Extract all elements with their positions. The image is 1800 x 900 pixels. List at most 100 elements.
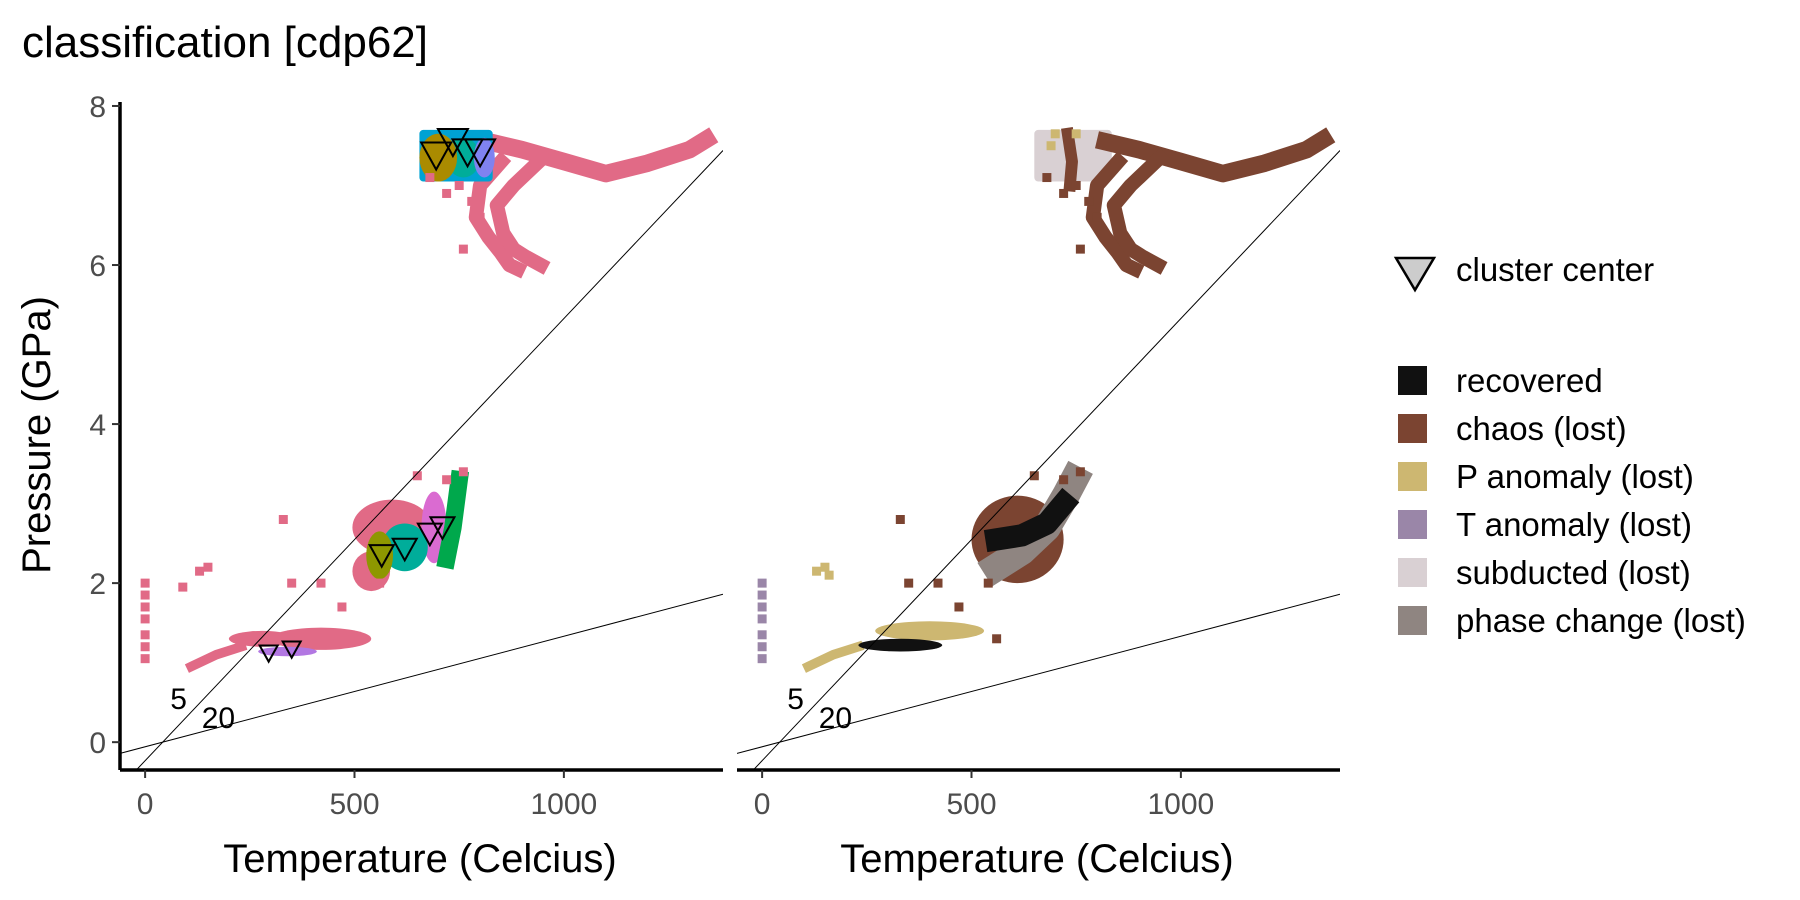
cluster-center-marker <box>428 516 457 541</box>
data-point <box>316 578 326 588</box>
point-cloud-recovered <box>858 638 943 652</box>
point-cloud-pink <box>270 627 372 650</box>
data-point <box>820 562 830 572</box>
point-cloud-olive_green <box>366 531 394 580</box>
data-point <box>475 212 485 222</box>
reference-line-20 <box>120 593 723 754</box>
point-band-chaos <box>1085 151 1145 279</box>
data-point <box>140 642 150 652</box>
cluster-center-marker <box>419 141 453 172</box>
x-axis-label-left: Temperature (Celcius) <box>223 837 616 881</box>
legend-cluster-center-marker <box>1393 256 1437 293</box>
reference-line-20 <box>737 593 1340 754</box>
cluster-center-marker <box>391 537 419 563</box>
data-point <box>904 578 914 588</box>
y-tick-label: 2 <box>89 568 106 601</box>
chart-title: classification [cdp62] <box>22 18 428 67</box>
x-tick-label: 500 <box>946 788 996 821</box>
y-axis-label: Pressure (GPa) <box>15 296 59 574</box>
point-band-chaos <box>1106 147 1171 275</box>
cluster-center-marker <box>463 138 497 169</box>
data-point <box>140 614 150 624</box>
data-point <box>1075 244 1085 254</box>
cluster-center-marker <box>257 644 280 664</box>
cluster-center-marker <box>280 640 303 660</box>
x-tick-label: 0 <box>137 788 154 821</box>
point-cloud-olive <box>419 133 458 182</box>
left-panel: 5 20 0 500 1000 0 2 4 6 8 <box>89 91 723 821</box>
x-tick-label: 1000 <box>1148 788 1215 821</box>
legend-label: chaos (lost) <box>1456 410 1627 447</box>
legend-swatch <box>1398 510 1427 539</box>
y-tick-label: 0 <box>89 727 106 760</box>
point-band-pink <box>477 127 719 183</box>
legend-label: P anomaly (lost) <box>1456 458 1694 495</box>
reference-line-5 <box>135 150 723 770</box>
legend-swatch <box>1398 414 1427 443</box>
data-point <box>824 570 834 580</box>
data-point <box>812 566 822 576</box>
data-point <box>895 515 905 524</box>
data-point <box>140 654 150 664</box>
data-point <box>1071 181 1081 190</box>
data-point <box>287 578 297 588</box>
reference-line-5 <box>752 150 1340 770</box>
point-band-chaos <box>1061 127 1078 192</box>
reference-line-label: 20 <box>819 702 852 735</box>
data-point <box>983 578 993 588</box>
legend-label: T anomaly (lost) <box>1456 506 1692 543</box>
data-point <box>992 634 1002 644</box>
data-point <box>1071 129 1081 139</box>
cluster-center-marker <box>436 128 470 159</box>
data-point <box>1084 196 1094 206</box>
point-band-pink <box>489 147 554 275</box>
data-point <box>140 630 150 640</box>
reference-line-label: 20 <box>202 702 235 735</box>
data-point <box>467 196 477 206</box>
point-band-recovered <box>983 487 1080 553</box>
data-point <box>442 188 452 198</box>
data-point <box>337 602 347 612</box>
data-point <box>1059 475 1069 485</box>
data-point <box>195 566 205 576</box>
data-point <box>140 590 150 600</box>
point-cloud-pink <box>228 630 296 647</box>
data-point <box>1059 188 1069 198</box>
x-tick-label: 1000 <box>531 788 598 821</box>
point-cloud-p_anomaly <box>875 621 985 641</box>
data-point <box>1046 141 1056 151</box>
data-point <box>757 614 767 624</box>
data-point <box>140 602 150 612</box>
data-point <box>140 578 150 588</box>
point-band-green <box>436 469 470 570</box>
data-point <box>757 602 767 612</box>
data-point <box>1092 212 1102 222</box>
legend-swatch <box>1398 606 1427 635</box>
x-tick-label: 0 <box>754 788 771 821</box>
point-band-chaos <box>1094 127 1336 183</box>
legend: cluster center recovered chaos (lost) P an… <box>1393 251 1746 639</box>
point-band-p_anomaly <box>801 640 865 673</box>
plot-area <box>120 127 723 770</box>
data-point <box>454 181 464 190</box>
legend-items: recovered chaos (lost) P anomaly (lost) T a… <box>1398 362 1746 639</box>
data-point <box>425 173 435 183</box>
data-point <box>1029 471 1039 481</box>
reference-line-label: 5 <box>170 683 187 716</box>
data-point <box>278 515 288 524</box>
point-band-pink <box>468 151 528 279</box>
data-point <box>458 467 468 477</box>
legend-swatch <box>1398 366 1427 395</box>
point-band-pink <box>184 640 248 673</box>
data-point <box>954 602 964 612</box>
data-point <box>757 578 767 588</box>
reference-line-label: 5 <box>787 683 804 716</box>
legend-label: subducted (lost) <box>1456 554 1691 591</box>
data-point <box>203 562 213 572</box>
x-tick-label: 500 <box>329 788 379 821</box>
legend-cluster-center-label: cluster center <box>1456 251 1654 288</box>
y-tick-label: 6 <box>89 250 106 283</box>
data-point <box>1050 129 1060 139</box>
legend-swatch <box>1398 558 1427 587</box>
